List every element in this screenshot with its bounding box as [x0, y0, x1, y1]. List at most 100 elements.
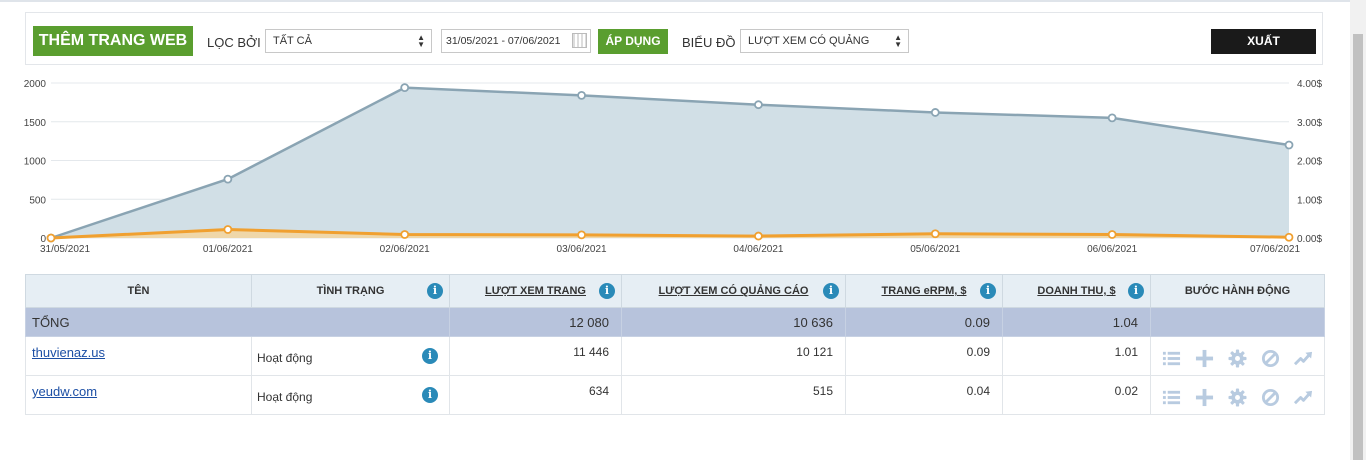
info-icon[interactable]: i	[422, 348, 438, 364]
x-tick: 03/06/2021	[557, 244, 607, 255]
gear-icon[interactable]	[1228, 388, 1247, 410]
site-link[interactable]: thuvienaz.us	[32, 345, 105, 360]
table-header: TÊN TÌNH TRẠNG i LƯỢT XEM TRANG i LƯỢT XEM…	[25, 274, 1325, 308]
site-revenue: 0.02	[1002, 375, 1151, 415]
site-ad-views: 10 121	[621, 336, 846, 376]
list-icon[interactable]	[1162, 388, 1181, 410]
series-line	[50, 86, 1290, 240]
site-page-views: 11 446	[449, 336, 622, 376]
list-icon[interactable]	[1162, 349, 1181, 371]
total-revenue: 1.04	[1002, 307, 1151, 337]
col-revenue[interactable]: DOANH THU, $ i	[1002, 274, 1151, 308]
y-right-tick: 0.00$	[1297, 234, 1322, 245]
total-page-views: 12 080	[449, 307, 622, 337]
date-range-input[interactable]: 31/05/2021 - 07/06/2021	[441, 29, 591, 53]
info-icon[interactable]: i	[823, 283, 839, 299]
site-actions	[1150, 336, 1325, 376]
y-left-tick: 0	[40, 234, 46, 245]
col-actions: BƯỚC HÀNH ĐỘNG	[1150, 274, 1325, 308]
apply-button[interactable]: ÁP DỤNG	[598, 29, 668, 54]
x-tick: 07/06/2021	[1250, 244, 1300, 255]
data-point	[577, 90, 586, 100]
info-icon[interactable]: i	[1128, 283, 1144, 299]
trend-icon[interactable]	[1293, 349, 1313, 371]
x-tick: 04/06/2021	[733, 244, 783, 255]
col-ad-views-label: LƯỢT XEM CÓ QUẢNG CÁO	[658, 285, 809, 297]
trend-icon[interactable]	[1293, 388, 1313, 410]
add-website-button[interactable]: THÊM TRANG WEB	[33, 26, 193, 56]
filter-by-label: LỌC BỞI	[207, 35, 261, 50]
series-line	[50, 227, 1290, 240]
table-row: yeudw.com Hoạt động i 634 515 0.04 0.02	[25, 375, 1325, 415]
site-name-cell: thuvienaz.us	[25, 336, 252, 376]
data-point	[1284, 232, 1294, 242]
site-status: Hoạt động	[257, 390, 313, 404]
y-left-tick: 2000	[24, 79, 47, 90]
scrollbar-thumb[interactable]	[1353, 34, 1363, 460]
data-point	[223, 225, 233, 234]
info-icon[interactable]: i	[980, 283, 996, 299]
sites-table: TÊN TÌNH TRẠNG i LƯỢT XEM TRANG i LƯỢT XEM…	[25, 274, 1325, 415]
site-ad-views: 515	[621, 375, 846, 415]
site-link[interactable]: yeudw.com	[32, 384, 98, 399]
top-divider	[0, 0, 1350, 2]
col-page-views-label: LƯỢT XEM TRANG	[484, 285, 586, 297]
x-tick: 31/05/2021	[40, 244, 90, 255]
data-point	[1107, 230, 1117, 239]
chart-label: BIỂU ĐỒ	[682, 35, 736, 50]
site-page-views: 634	[449, 375, 622, 415]
col-erpm-label: TRANG eRPM, $	[881, 285, 967, 297]
total-erpm: 0.09	[845, 307, 1003, 337]
data-point	[754, 231, 763, 241]
calendar-icon[interactable]	[572, 33, 587, 48]
chart-metric-value: LƯỢT XEM CÓ QUẢNG	[748, 35, 870, 47]
col-erpm[interactable]: TRANG eRPM, $ i	[845, 274, 1003, 308]
chart-metric-select[interactable]: LƯỢT XEM CÓ QUẢNG ▲ ▼	[740, 29, 909, 53]
col-ad-views[interactable]: LƯỢT XEM CÓ QUẢNG CÁO i	[621, 274, 846, 308]
data-point	[1107, 113, 1117, 123]
x-tick: 01/06/2021	[203, 244, 253, 255]
plus-icon[interactable]	[1195, 349, 1214, 371]
block-icon[interactable]	[1261, 388, 1280, 410]
data-point	[930, 108, 940, 117]
data-point	[223, 174, 233, 184]
table-row: thuvienaz.us Hoạt động i 11 446 10 121 0.09 1.…	[25, 336, 1325, 376]
info-icon[interactable]: i	[599, 283, 615, 299]
site-actions	[1150, 375, 1325, 415]
y-left-tick: 500	[29, 195, 46, 206]
x-tick: 05/06/2021	[910, 244, 960, 255]
views-chart: 2000 4.00$ 1500 3.00$ 1000 2.00$ 500 1.00$ 0 0.00…	[24, 79, 1323, 255]
series-area	[51, 87, 1289, 239]
x-tick: 06/06/2021	[1087, 244, 1137, 255]
select-arrows-icon: ▲ ▼	[417, 33, 425, 49]
col-status[interactable]: TÌNH TRẠNG i	[251, 274, 450, 308]
data-point	[754, 100, 763, 110]
data-point	[400, 83, 410, 93]
site-revenue: 1.01	[1002, 336, 1151, 376]
total-label: TỔNG	[25, 307, 450, 337]
gear-icon[interactable]	[1228, 349, 1247, 371]
data-point	[46, 233, 56, 243]
y-right-tick: 1.00$	[1297, 195, 1322, 206]
filter-select[interactable]: TẤT CẢ ▲ ▼	[265, 29, 432, 53]
export-button[interactable]: XUẤT	[1211, 29, 1316, 54]
col-status-label: TÌNH TRẠNG	[316, 285, 385, 297]
site-status-cell: Hoạt động i	[251, 375, 450, 415]
site-name-cell: yeudw.com	[25, 375, 252, 415]
site-erpm: 0.04	[845, 375, 1003, 415]
vertical-scrollbar[interactable]	[1350, 0, 1366, 460]
y-right-tick: 2.00$	[1297, 157, 1322, 168]
x-tick: 02/06/2021	[380, 244, 430, 255]
y-left-tick: 1500	[24, 118, 47, 129]
col-revenue-label: DOANH THU, $	[1037, 285, 1116, 297]
data-point	[930, 229, 940, 239]
plus-icon[interactable]	[1195, 388, 1214, 410]
block-icon[interactable]	[1261, 349, 1280, 371]
site-status-cell: Hoạt động i	[251, 336, 450, 376]
col-name[interactable]: TÊN	[25, 274, 252, 308]
total-actions	[1150, 307, 1325, 337]
info-icon[interactable]: i	[422, 387, 438, 403]
col-page-views[interactable]: LƯỢT XEM TRANG i	[449, 274, 622, 308]
total-ad-views: 10 636	[621, 307, 846, 337]
info-icon[interactable]: i	[427, 283, 443, 299]
